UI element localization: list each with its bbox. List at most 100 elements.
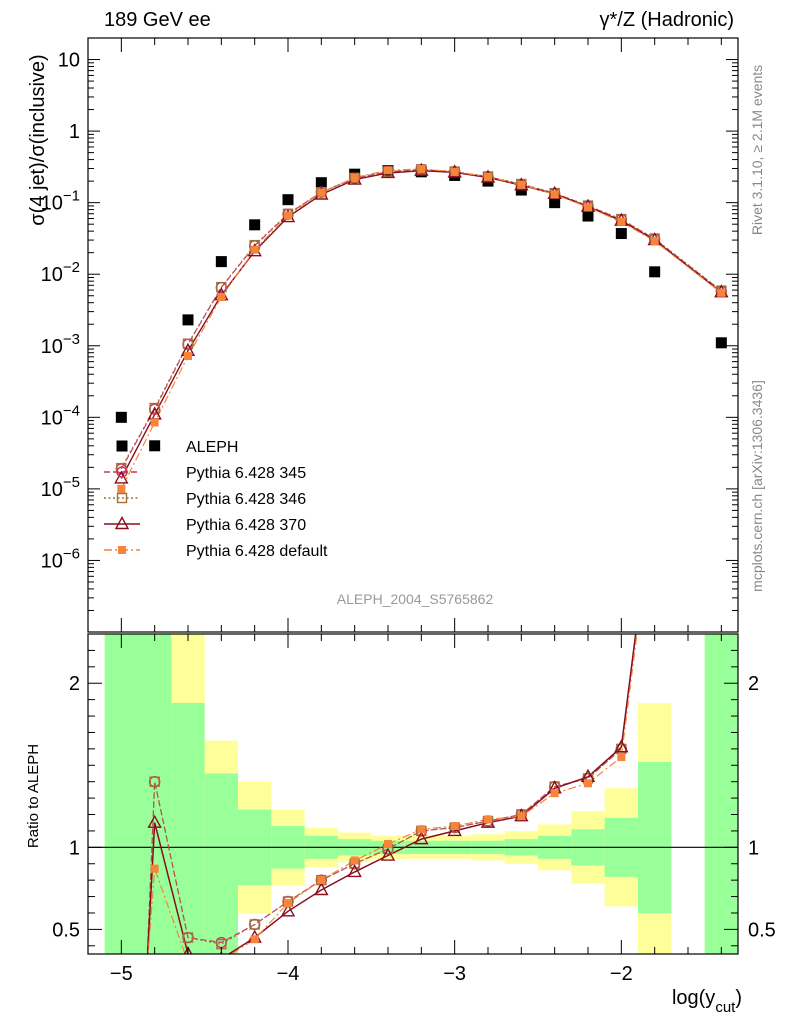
ratio-point-pdefault	[617, 753, 626, 762]
legend-item-p346: Pythia 6.428 346	[104, 491, 306, 508]
header-right-label: γ*/Z (Hadronic)	[600, 9, 734, 31]
point-pdefault	[317, 188, 326, 197]
y-tick-label: 10	[58, 50, 80, 72]
ratio-line-p346	[146, 634, 637, 954]
ratio-point-pdefault	[250, 935, 259, 944]
point-pdefault	[584, 203, 592, 212]
x-axis-label: log(ycut)	[672, 987, 742, 1016]
main-panel: 10−6 10−5 10−4 10−3 10−2 10−1 1 10 σ(4 jet)/σ(i…	[27, 37, 739, 633]
ratio-point-p370	[183, 946, 193, 954]
point-data	[282, 194, 294, 206]
ratio-point-pdefault	[384, 840, 392, 849]
point-p346	[149, 402, 160, 414]
y-tick-label: 10−5	[41, 474, 80, 501]
point-pdefault	[550, 190, 559, 199]
ratio-y-axis-label: Ratio to ALEPH	[25, 744, 42, 848]
main-y-axis-label: σ(4 jet)/σ(inclusive)	[27, 54, 49, 225]
point-p346	[216, 281, 227, 293]
point-data	[149, 440, 161, 452]
mcplots-label: mcplots.cern.ch [arXiv:1306.3436]	[749, 380, 765, 592]
ratio-point-p346	[149, 776, 160, 787]
legend-marker	[116, 440, 128, 452]
legend-label: Pythia 6.428 default	[186, 543, 328, 560]
uncertainty-bands	[104, 634, 738, 954]
legend-item-pdefault: Pythia 6.428 default	[104, 543, 328, 560]
point-data	[215, 256, 227, 268]
ratio-y-tick-label-right: 2	[748, 673, 759, 695]
ratio-series-markers	[147, 739, 629, 965]
point-pdefault	[617, 217, 626, 226]
point-data	[649, 266, 661, 278]
y-tick-label: 10−1	[41, 188, 80, 215]
ratio-point-pdefault	[450, 822, 459, 830]
legend-marker	[116, 466, 128, 478]
x-axis-label-base: log(y	[672, 987, 715, 1009]
ratio-frame	[87, 633, 739, 955]
x-axis-label-sub: cut	[715, 999, 736, 1016]
ratio-point-p370	[414, 831, 429, 845]
y-tick-label: 10−4	[41, 402, 80, 429]
point-pdefault	[117, 484, 126, 493]
legend-label: Pythia 6.428 370	[186, 517, 306, 534]
x-tick-label: −2	[610, 963, 633, 985]
ratio-point-p370	[614, 739, 629, 753]
ratio-point-p370	[147, 814, 162, 828]
x-tick-label: −5	[110, 963, 133, 985]
x-axis-label-close: )	[735, 987, 742, 1009]
legend-label: Pythia 6.428 345	[186, 465, 306, 482]
point-pdefault	[450, 167, 459, 176]
ratio-point-pdefault	[417, 825, 426, 834]
ratio-y-axis: 0.5 0.5 1 1 2 2	[52, 649, 776, 947]
ratio-y-tick-label: 1	[69, 837, 80, 859]
band-green	[204, 773, 238, 954]
point-pdefault	[650, 237, 659, 246]
legend-label: Pythia 6.428 346	[186, 491, 306, 508]
point-pdefault	[384, 166, 392, 175]
ratio-point-p370	[347, 863, 362, 878]
legend-item-data: ALEPH	[116, 439, 238, 456]
point-pdefault	[250, 245, 259, 254]
main-frame	[87, 37, 739, 633]
x-tick-label: −3	[443, 963, 466, 985]
legend-item-p370: Pythia 6.428 370	[104, 516, 306, 534]
main-x-ticks	[87, 38, 722, 632]
legend-item-p345: Pythia 6.428 345	[104, 465, 306, 482]
point-data	[115, 411, 127, 423]
ratio-point-pdefault	[517, 812, 526, 821]
series-line-p370	[120, 169, 722, 479]
point-pdefault	[284, 211, 292, 220]
y-tick-label: 10−3	[41, 331, 80, 358]
point-data	[549, 197, 561, 209]
y-tick-label: 1	[69, 121, 80, 143]
legend-marker	[114, 516, 130, 530]
point-pdefault	[717, 288, 726, 297]
ratio-point-p346	[249, 919, 260, 930]
legend-marker	[118, 546, 126, 554]
ratio-point-p370	[314, 882, 329, 896]
ratio-point-pdefault	[317, 876, 326, 885]
ratio-point-pdefault	[350, 856, 359, 865]
ratio-y-tick-label: 2	[69, 673, 80, 695]
point-pdefault	[150, 418, 159, 427]
ratio-point-pdefault	[217, 957, 225, 965]
y-tick-label: 10−6	[41, 545, 80, 572]
series-line-p346	[120, 168, 722, 469]
analysis-id-label: ALEPH_2004_S5765862	[337, 591, 494, 607]
point-pdefault	[350, 173, 359, 182]
ratio-point-pdefault	[150, 864, 159, 873]
point-pdefault	[484, 172, 492, 181]
y-tick-label: 10−2	[41, 259, 80, 286]
point-pdefault	[184, 351, 192, 360]
point-data	[582, 210, 594, 222]
band-green	[104, 634, 138, 954]
point-p370	[114, 470, 129, 484]
point-pdefault	[517, 180, 526, 189]
main-series-markers	[114, 162, 729, 493]
legend: ALEPH Pythia 6.428 345 Pythia 6.428 346 Pyt…	[104, 439, 328, 560]
point-pdefault	[417, 165, 426, 174]
series-line-p345	[120, 168, 722, 470]
point-pdefault	[217, 293, 226, 302]
ratio-point-pdefault	[584, 779, 592, 788]
ratio-point-p370	[280, 903, 296, 917]
